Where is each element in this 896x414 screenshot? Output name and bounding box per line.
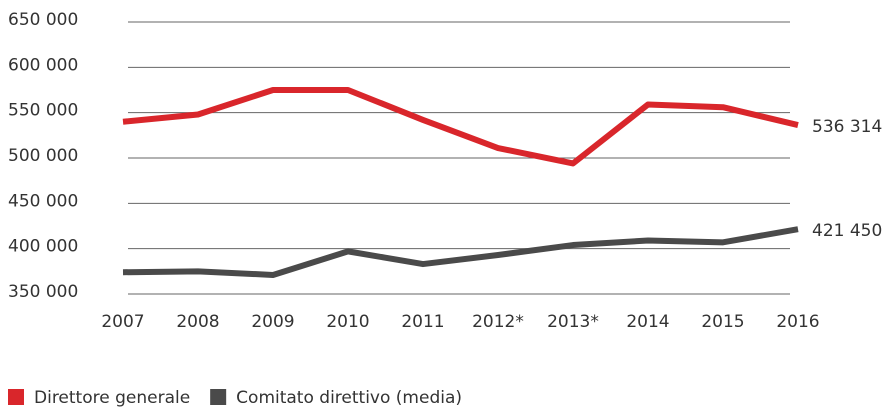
x-tick-label: 2011 (401, 312, 444, 332)
legend-label: Direttore generale (34, 388, 190, 408)
x-tick-label: 2010 (326, 312, 369, 332)
series-line (122, 87, 799, 167)
value-label: 421 450 (812, 221, 882, 241)
x-tick-label: 2012* (472, 312, 524, 332)
series-line (122, 226, 799, 278)
y-tick-label: 350 000 (8, 282, 78, 302)
y-tick-label: 500 000 (8, 146, 78, 166)
y-tick-label: 450 000 (8, 191, 78, 211)
y-tick-label: 400 000 (8, 237, 78, 257)
y-tick-label: 550 000 (8, 101, 78, 121)
legend-label: Comitato direttivo (media) (236, 388, 462, 408)
x-tick-label: 2016 (776, 312, 819, 332)
x-tick-label: 2009 (251, 312, 294, 332)
x-tick-label: 2007 (101, 312, 144, 332)
legend-swatch (210, 389, 227, 405)
legend-swatch (8, 389, 24, 405)
value-label: 536 314 (812, 117, 882, 137)
y-tick-label: 650 000 (8, 10, 78, 30)
x-tick-label: 2013* (547, 312, 599, 332)
y-tick-label: 600 000 (8, 55, 78, 75)
x-tick-label: 2008 (176, 312, 219, 332)
x-tick-label: 2014 (626, 312, 669, 332)
x-tick-label: 2015 (701, 312, 744, 332)
